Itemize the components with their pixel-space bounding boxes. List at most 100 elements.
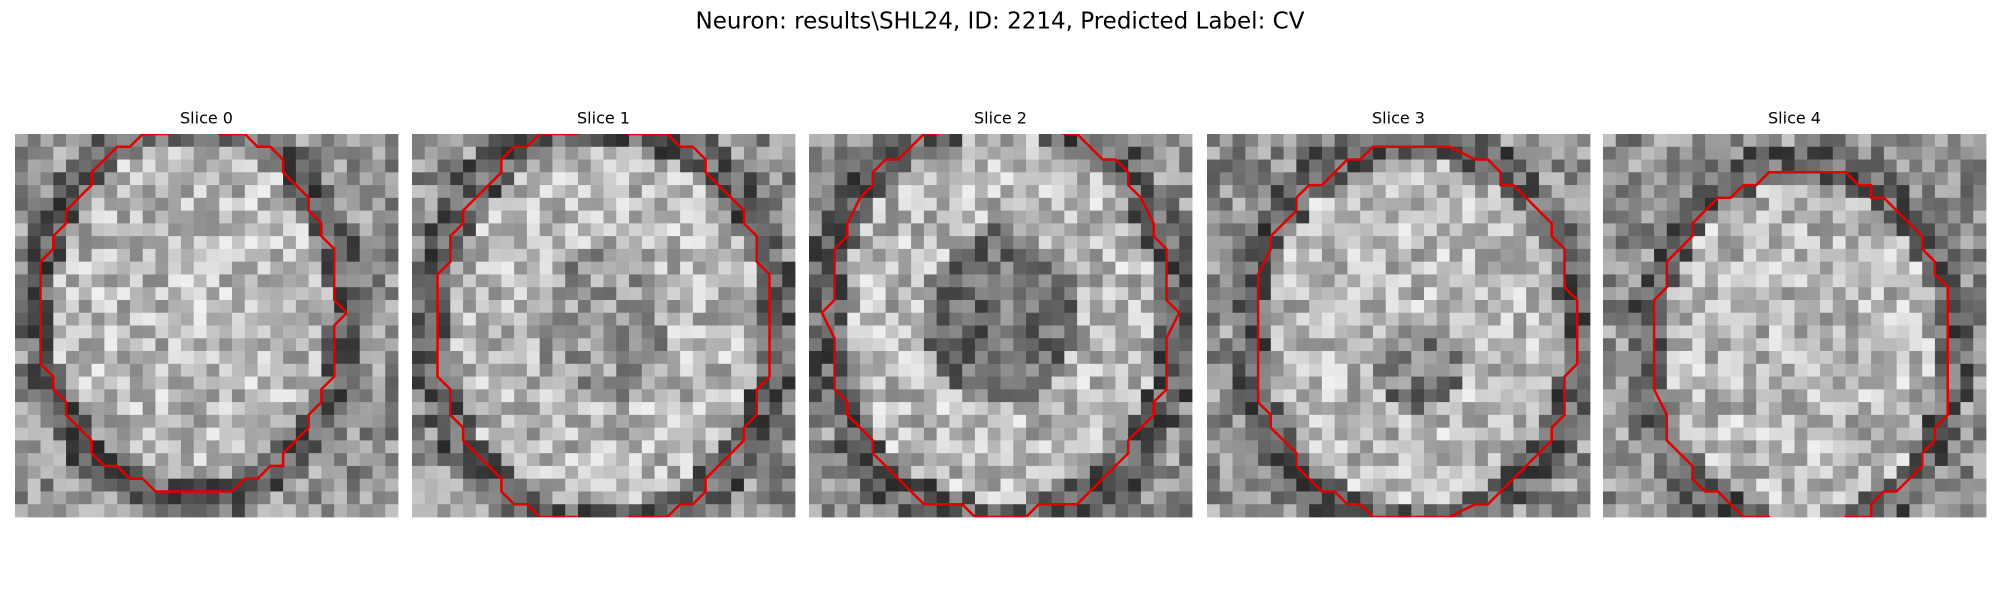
pixel <box>1909 478 1923 492</box>
pixel <box>847 351 861 365</box>
pixel <box>731 146 745 160</box>
pixel <box>1692 261 1706 275</box>
pixel <box>180 172 195 186</box>
pixel <box>577 146 592 160</box>
image-panel <box>1207 134 1591 518</box>
pixel <box>1730 440 1744 454</box>
pixel <box>1064 478 1078 492</box>
pixel <box>1845 402 1859 416</box>
pixel <box>834 465 848 480</box>
pixel <box>898 185 912 199</box>
pixel <box>603 299 617 314</box>
pixel <box>590 185 604 199</box>
pixel <box>321 210 335 224</box>
pixel <box>1666 376 1680 390</box>
pixel <box>475 172 489 186</box>
pixel <box>1372 325 1387 339</box>
pixel <box>834 287 848 301</box>
pixel <box>117 414 131 429</box>
pixel <box>514 287 528 301</box>
pixel <box>1845 491 1859 505</box>
pixel <box>1743 504 1757 518</box>
pixel <box>1705 159 1719 173</box>
pixel <box>782 338 796 352</box>
pixel <box>488 197 502 211</box>
pixel <box>1781 248 1795 263</box>
pixel <box>1526 134 1540 148</box>
pixel <box>1102 261 1116 275</box>
pixel <box>577 197 592 211</box>
pixel <box>641 453 655 467</box>
pixel <box>232 274 246 288</box>
pixel <box>1013 197 1027 211</box>
pixel <box>872 223 886 237</box>
pixel <box>359 134 373 148</box>
pixel <box>1794 236 1808 250</box>
pixel <box>1487 363 1502 377</box>
pixel <box>1064 402 1078 416</box>
pixel <box>1166 146 1180 160</box>
pixel <box>1730 402 1744 416</box>
pixel <box>257 261 271 275</box>
pixel <box>193 210 207 224</box>
pixel <box>1424 453 1438 467</box>
pixel <box>1026 414 1040 429</box>
pixel <box>193 223 207 237</box>
pixel <box>66 491 80 505</box>
pixel <box>1128 197 1142 211</box>
pixel <box>885 134 899 148</box>
pixel <box>641 248 655 263</box>
pixel <box>1768 427 1783 441</box>
panel-title: Slice 3 <box>1372 109 1425 128</box>
pixel <box>283 146 297 160</box>
figure-title: Neuron: results\SHL24, ID: 2214, Predict… <box>696 9 1305 35</box>
pixel <box>180 427 195 441</box>
pixel <box>1743 351 1757 365</box>
pixel <box>949 414 963 429</box>
pixel <box>117 223 131 237</box>
pixel <box>219 491 233 505</box>
pixel <box>821 414 835 429</box>
pixel <box>949 440 963 454</box>
pixel <box>705 389 719 403</box>
image-panel <box>412 134 796 518</box>
pixel <box>232 453 246 467</box>
pixel <box>232 504 246 518</box>
pixel <box>1219 465 1233 480</box>
pixel <box>1832 172 1846 186</box>
pixel <box>731 351 745 365</box>
pixel <box>1398 299 1412 314</box>
pixel <box>1166 185 1180 199</box>
pixel <box>1077 389 1091 403</box>
pixel <box>782 491 796 505</box>
pixel <box>514 312 528 326</box>
pixel <box>987 197 1001 211</box>
pixel <box>295 453 310 467</box>
pixel <box>1385 261 1399 275</box>
pixel <box>718 172 732 186</box>
pixel <box>1449 248 1463 263</box>
pixel <box>629 325 643 339</box>
pixel <box>526 274 541 288</box>
pixel <box>463 414 477 429</box>
pixel <box>308 504 322 518</box>
pixel <box>1717 427 1732 441</box>
pixel <box>372 325 386 339</box>
pixel <box>743 363 758 377</box>
pixel <box>911 299 925 314</box>
pixel <box>1564 389 1578 403</box>
pixel <box>1360 414 1374 429</box>
pixel <box>168 402 182 416</box>
pixel <box>1051 351 1065 365</box>
pixel <box>283 185 297 199</box>
pixel <box>1309 338 1323 352</box>
pixel <box>308 376 322 390</box>
pixel <box>577 491 592 505</box>
pixel <box>1947 402 1961 416</box>
pixel <box>1179 504 1193 518</box>
pixel <box>680 325 694 339</box>
pixel <box>526 376 541 390</box>
pixel <box>1309 312 1323 326</box>
pixel <box>1730 261 1744 275</box>
pixel <box>1179 134 1193 148</box>
